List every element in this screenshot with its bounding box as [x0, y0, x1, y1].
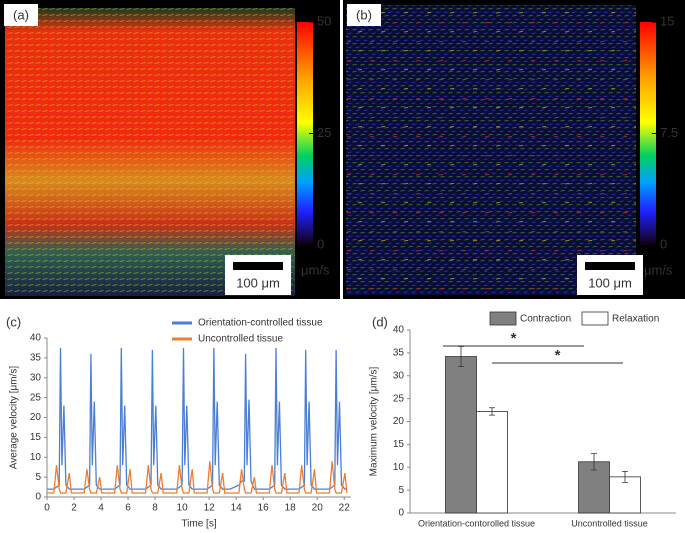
- y-tick-label: 40: [30, 333, 42, 344]
- vector-arrows-b-hot: [346, 5, 636, 295]
- legend-label: Relaxation: [612, 314, 659, 325]
- y-tick-label: 40: [393, 325, 405, 336]
- colorbar-tick-label: 15: [660, 13, 674, 28]
- colorbar-unit: μm/s: [301, 262, 330, 277]
- legend-swatch: [489, 311, 517, 326]
- y-tick-label: 15: [30, 432, 42, 443]
- vector-arrows-a: [5, 8, 295, 296]
- y-tick-label: 25: [30, 392, 42, 403]
- error-bar: [622, 470, 628, 483]
- scale-bar-box: [577, 255, 643, 295]
- scale-bar-label: 100 μm: [588, 275, 632, 290]
- colorbar-tick-label: 0: [660, 236, 667, 251]
- y-tick-label: 0: [398, 508, 404, 519]
- colorbar-tick-label: 0: [317, 236, 324, 251]
- scale-bar: [233, 262, 283, 270]
- y-axis-label: Average velocity [μm/s]: [9, 366, 20, 470]
- y-tick-label: 30: [393, 370, 405, 381]
- colorbar: [297, 22, 313, 245]
- x-tick-label: 20: [312, 503, 324, 514]
- x-tick-label: 14: [231, 503, 243, 514]
- y-tick-label: 0: [35, 492, 41, 503]
- y-tick-label: 35: [30, 353, 42, 364]
- x-tick-label: 16: [258, 503, 270, 514]
- scale-bar-box: [225, 255, 291, 295]
- y-tick-label: 10: [393, 462, 405, 473]
- x-tick-label: 6: [125, 503, 131, 514]
- panel-label: (a): [13, 7, 29, 22]
- colorbar-tick-label: 7.5: [660, 125, 678, 140]
- x-tick-label: 10: [177, 503, 189, 514]
- x-tick-label: 0: [44, 503, 50, 514]
- scale-bar-label: 100 μm: [236, 275, 280, 290]
- x-tick-label: 12: [204, 503, 216, 514]
- x-tick-label: 2: [71, 503, 77, 514]
- y-tick-label: 10: [30, 452, 42, 463]
- error-bar: [591, 453, 597, 471]
- bar: [609, 476, 641, 514]
- legend-label: Contraction: [520, 314, 571, 325]
- y-tick-label: 30: [30, 372, 42, 383]
- colorbar-unit: μm/s: [644, 262, 673, 277]
- legend-swatch: [581, 311, 609, 326]
- y-tick-label: 5: [398, 485, 404, 496]
- panel-label: (b): [356, 7, 372, 22]
- y-tick-label: 20: [393, 416, 405, 427]
- bar: [445, 356, 477, 514]
- series-line: [47, 461, 348, 494]
- y-axis-label: Maximum velocity [μm/s]: [369, 366, 380, 476]
- x-tick-label: Orientation-contorolled tissue: [418, 518, 535, 528]
- y-tick-label: 25: [393, 393, 405, 404]
- colorbar: [640, 22, 656, 245]
- colorbar-tick-label: 50: [317, 13, 331, 28]
- y-tick-label: 5: [35, 472, 41, 483]
- x-tick-label: 4: [98, 503, 104, 514]
- y-tick-label: 20: [30, 412, 42, 423]
- error-bar: [489, 407, 495, 416]
- panel-label: (d): [372, 314, 388, 329]
- panel-label-box: [347, 4, 381, 26]
- scale-bar: [585, 262, 635, 270]
- series-line: [47, 347, 347, 490]
- colorbar-tick-label: 25: [317, 125, 331, 140]
- y-tick-label: 35: [393, 348, 405, 359]
- legend-label: Uncontrolled tissue: [198, 334, 283, 345]
- x-tick-label: 22: [339, 503, 351, 514]
- x-axis-label: Time [s]: [181, 519, 216, 530]
- panel-label: (c): [6, 314, 21, 329]
- x-tick-label: 8: [152, 503, 158, 514]
- x-tick-label: 18: [285, 503, 297, 514]
- significance-mark: *: [511, 330, 517, 347]
- bar: [476, 411, 508, 514]
- significance-mark: *: [555, 347, 561, 364]
- x-tick-label: Uncontrolled tissue: [571, 518, 648, 528]
- legend-label: Orientation-controlled tissue: [198, 318, 323, 329]
- y-tick-label: 15: [393, 439, 405, 450]
- panel-label-box: [4, 4, 38, 26]
